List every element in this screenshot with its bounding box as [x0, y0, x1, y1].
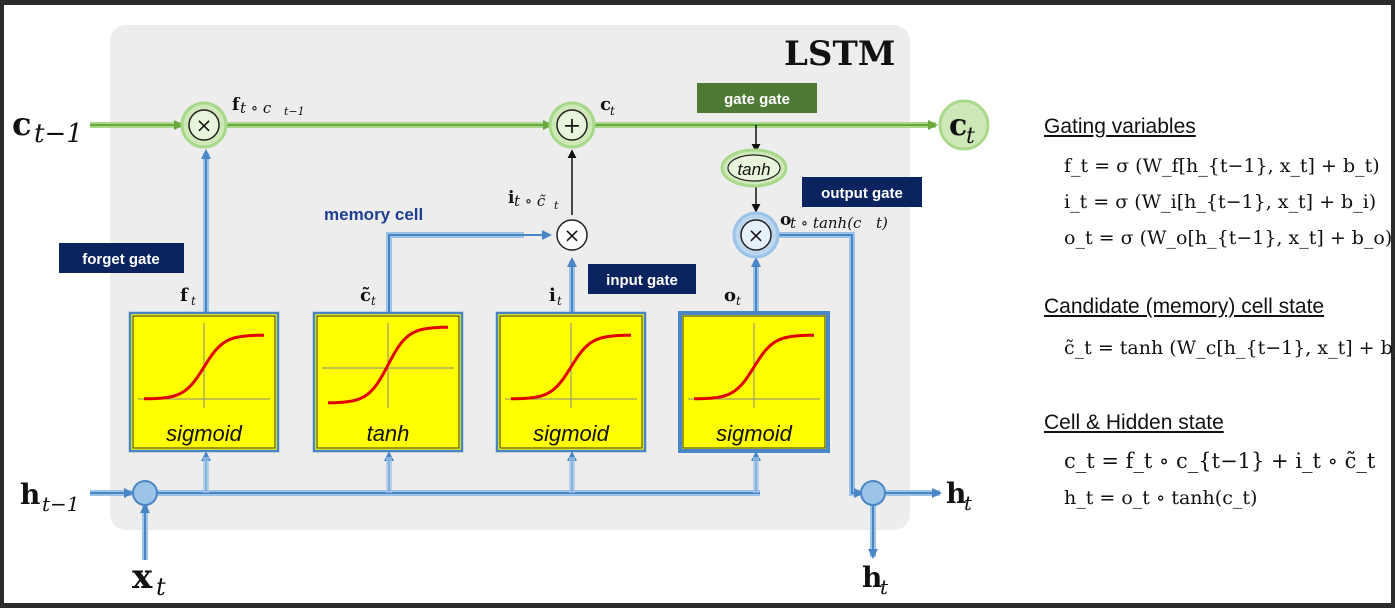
- diagram-title: LSTM: [784, 34, 895, 74]
- svg-text:t: t: [554, 199, 559, 212]
- svg-text:f: f: [180, 285, 189, 306]
- activation-box-sigmoid: sigmoid: [678, 311, 830, 453]
- gating-heading: Gating variables: [1044, 115, 1196, 138]
- it-label: i t: [549, 285, 562, 308]
- x-in-label: x t: [132, 557, 166, 601]
- activation-box-label: tanh: [367, 421, 410, 446]
- lstm-diagram: LSTM: [12, 34, 990, 601]
- i-times-ct-label: i t ∘ c̃ t: [508, 188, 559, 212]
- h-out-down-label: h t: [862, 561, 889, 599]
- h-prev-label: h t−1: [20, 478, 80, 516]
- ct-output-node: c t: [938, 99, 990, 151]
- memory-cell-label: memory cell: [324, 205, 423, 224]
- svg-text:o: o: [724, 285, 736, 306]
- svg-text:tanh: tanh: [737, 160, 770, 179]
- svg-text:t ∘ c: t ∘ c: [240, 99, 272, 117]
- black-arrows: [567, 125, 761, 215]
- svg-text:t−1: t−1: [284, 105, 305, 118]
- svg-text:t ∘ tanh(c: t ∘ tanh(c: [790, 214, 862, 232]
- frame: LSTM: [4, 5, 1395, 603]
- svg-text:t): t): [876, 214, 888, 232]
- svg-text:t: t: [610, 104, 615, 118]
- svg-text:t: t: [557, 294, 562, 308]
- gating-eq-1: i_t = σ (W_i[h_{t−1}, x_t] + b_i): [1064, 191, 1377, 213]
- state-eq-1: h_t = o_t ∘ tanh(c_t): [1064, 487, 1258, 509]
- ct-label: c t: [600, 94, 615, 118]
- ft-label: f t: [180, 285, 196, 308]
- svg-text:output gate: output gate: [821, 185, 903, 202]
- activation-box-tanh: tanh: [312, 311, 464, 453]
- svg-text:t: t: [880, 575, 889, 599]
- activation-box-label: sigmoid: [533, 421, 610, 446]
- svg-text:c: c: [949, 108, 967, 143]
- svg-text:h: h: [946, 477, 966, 510]
- svg-text:h: h: [20, 478, 40, 511]
- output-gate-label: output gate: [802, 177, 922, 207]
- svg-text:×: ×: [564, 223, 581, 247]
- o-times-tanh-label: o t ∘ tanh(c t): [780, 210, 888, 232]
- svg-text:×: ×: [748, 223, 765, 247]
- svg-text:o: o: [780, 210, 791, 230]
- svg-text:c̃: c̃: [360, 285, 371, 306]
- svg-text:c: c: [600, 94, 611, 115]
- activation-boxes: sigmoid tanh sigmoid sigmoid: [128, 311, 830, 453]
- svg-text:t ∘ c̃: t ∘ c̃: [514, 192, 546, 210]
- svg-text:t: t: [966, 124, 975, 149]
- h-out-junction: [860, 480, 886, 506]
- forget-multiply-operator: ×: [180, 101, 228, 149]
- add-operator: +: [548, 101, 596, 149]
- svg-text:forget gate: forget gate: [82, 251, 160, 268]
- forget-gate-label: forget gate: [59, 243, 184, 273]
- svg-text:+: +: [563, 114, 581, 139]
- candidate-eq-0: c̃_t = tanh (W_c[h_{t−1}, x_t] + b_c): [1064, 337, 1395, 359]
- svg-text:t: t: [964, 491, 973, 515]
- tanh-oval: tanh: [720, 148, 788, 188]
- activation-box-label: sigmoid: [166, 421, 243, 446]
- gate-gate-label: gate gate: [697, 83, 817, 113]
- activation-box-sigmoid: sigmoid: [128, 311, 280, 453]
- h-prev-junction: [132, 480, 158, 506]
- input-multiply-operator: ×: [556, 219, 588, 251]
- f-times-c-label: f t ∘ c t−1: [232, 95, 305, 118]
- svg-text:t−1: t−1: [34, 119, 83, 149]
- ct-tilde-label: c̃ t: [360, 285, 376, 308]
- svg-text:i: i: [549, 285, 556, 306]
- svg-text:c: c: [12, 105, 31, 143]
- state-heading: Cell & Hidden state: [1044, 411, 1224, 434]
- input-gate-label: input gate: [588, 264, 696, 294]
- svg-text:t: t: [191, 294, 196, 308]
- hidden-input-lines: [90, 149, 942, 560]
- c-prev-label: c t−1: [12, 105, 83, 149]
- svg-text:gate gate: gate gate: [724, 91, 790, 108]
- gating-eq-2: o_t = σ (W_o[h_{t−1}, x_t] + b_o): [1064, 227, 1393, 249]
- activation-box-label: sigmoid: [716, 421, 793, 446]
- activation-box-sigmoid: sigmoid: [495, 311, 647, 453]
- svg-text:t: t: [371, 294, 376, 308]
- svg-text:t: t: [736, 294, 741, 308]
- h-out-right-label: h t: [946, 477, 973, 515]
- svg-text:i: i: [508, 188, 515, 208]
- gating-eq-0: f_t = σ (W_f[h_{t−1}, x_t] + b_t): [1064, 155, 1380, 177]
- ot-label: o t: [724, 285, 741, 308]
- svg-text:input gate: input gate: [606, 272, 678, 289]
- state-eq-0: c_t = f_t ∘ c_{t−1} + i_t ∘ c̃_t: [1064, 449, 1376, 473]
- svg-text:h: h: [862, 561, 882, 594]
- output-multiply-operator: ×: [732, 211, 780, 259]
- candidate-heading: Candidate (memory) cell state: [1044, 295, 1325, 318]
- svg-text:t−1: t−1: [42, 492, 80, 516]
- svg-text:x: x: [132, 557, 153, 597]
- svg-text:×: ×: [196, 113, 213, 137]
- svg-text:t: t: [156, 573, 166, 601]
- svg-text:f: f: [232, 95, 241, 115]
